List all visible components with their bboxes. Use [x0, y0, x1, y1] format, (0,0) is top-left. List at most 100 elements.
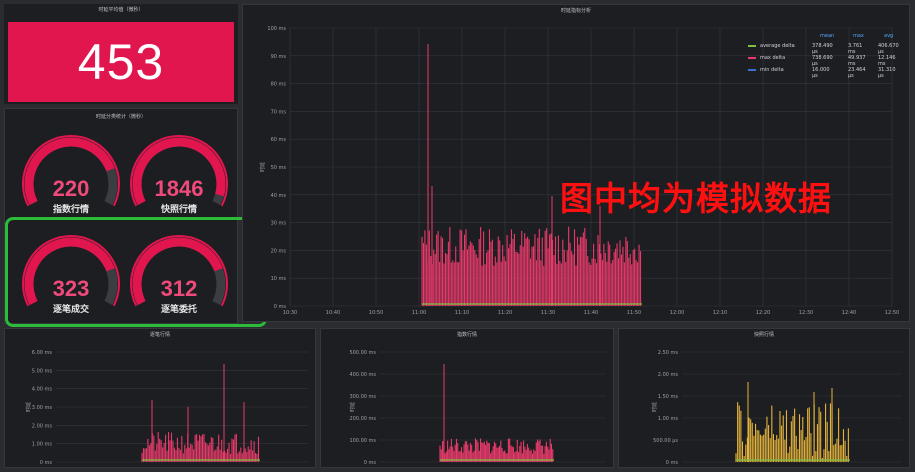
gauge-value: 1846	[154, 176, 204, 201]
legend-swatch	[748, 68, 756, 71]
x-tick-label: 11:50	[627, 310, 641, 316]
gauge-arc	[22, 235, 120, 307]
y-axis-label: 时延	[259, 162, 266, 172]
y-tick-label: 80 ms	[271, 82, 287, 88]
y-tick-label: 5.00 ms	[32, 368, 53, 374]
y-tick-label: 100 ms	[267, 26, 286, 32]
bottom-chart-title-2: 指数行情	[456, 332, 477, 338]
y-tick-label: 20 ms	[271, 248, 287, 254]
y-axis-label: 时延	[349, 402, 356, 412]
y-axis-label: 时延	[651, 402, 658, 412]
y-tick-label: 400.00 ms	[349, 372, 376, 378]
y-tick-label: 300.00 ms	[349, 394, 376, 400]
y-tick-label: 50 ms	[271, 165, 287, 171]
y-tick-label: 200.00 ms	[349, 416, 376, 422]
gauge-fill	[24, 137, 115, 206]
y-tick-label: 100.00 ms	[349, 438, 376, 444]
x-tick-label: 10:40	[326, 310, 340, 316]
gauge-value: 220	[52, 176, 90, 201]
main-chart: 100 ms 90 ms 80 ms 70 ms 60 ms 50 ms 40 ms 30 m…	[259, 26, 899, 316]
legend-head-max: max	[853, 33, 864, 39]
y-tick-label: 0 ms	[40, 460, 53, 466]
legend-item-average[interactable]: average delta 378.490 μs 3.761 ms 406.67…	[748, 43, 899, 55]
gauge-arc	[22, 135, 120, 207]
bottom-chart-1: 6.00 ms 5.00 ms 4.00 ms 3.00 ms 2.00 ms 1.00 …	[25, 350, 308, 466]
gauge-arc	[130, 235, 228, 307]
series-max	[735, 382, 849, 462]
legend-swatch	[748, 44, 756, 47]
mean-latency-value: 453	[77, 34, 165, 90]
x-tick-label: 12:00	[670, 310, 684, 316]
gauge-4: 312 逐笔委托	[126, 230, 232, 330]
simulated-data-notice: 图中均为模拟数据	[560, 179, 832, 218]
y-tick-label: 40 ms	[271, 193, 287, 199]
y-tick-label: 1.00 ms	[32, 442, 53, 448]
gauge-label: 逐笔委托	[160, 305, 197, 315]
y-tick-label: 0 ms	[274, 304, 287, 310]
x-tick-label: 12:30	[799, 310, 813, 316]
legend-item-max[interactable]: max delta 738.690 μs 49.937 ms 12.146 ms	[748, 55, 896, 67]
x-tick-label: 11:10	[455, 310, 469, 316]
x-tick-label: 11:30	[541, 310, 555, 316]
gauge-fill	[132, 237, 223, 306]
gauge-3: 323 逐笔成交	[18, 230, 124, 330]
y-tick-label: 4.00 ms	[32, 387, 53, 393]
legend-head-avg: avg	[884, 33, 894, 39]
gauges-panel-title: 时延分类统计（微秒）	[95, 114, 146, 120]
x-tick-label: 12:20	[756, 310, 770, 316]
gauge-value: 312	[160, 276, 198, 301]
x-tick-label: 11:40	[584, 310, 598, 316]
y-tick-label: 500.00 ms	[349, 350, 376, 356]
y-tick-label: 500.00 μs	[653, 438, 678, 444]
x-tick-label: 12:40	[842, 310, 856, 316]
y-tick-label: 60 ms	[271, 137, 287, 143]
series-max	[141, 364, 260, 462]
legend-swatch	[748, 56, 756, 59]
y-tick-label: 0 ms	[364, 460, 377, 466]
gauge-label: 指数行情	[52, 205, 89, 215]
gauge-value: 323	[52, 276, 90, 301]
y-tick-label: 0 ms	[666, 460, 679, 466]
bottom-chart-title-1: 逐笔行情	[149, 332, 170, 338]
y-tick-label: 3.00 ms	[32, 405, 53, 411]
y-tick-label: 1.00 ms	[658, 416, 679, 422]
gauge-1: 220 指数行情	[18, 130, 124, 230]
x-tick-label: 11:00	[412, 310, 426, 316]
x-tick-label: 10:50	[369, 310, 383, 316]
gauge-fill	[24, 237, 115, 306]
y-tick-label: 2.50 ms	[658, 350, 679, 356]
series-max	[439, 364, 554, 462]
series-max	[421, 44, 642, 306]
y-tick-label: 10 ms	[271, 276, 287, 282]
y-tick-label: 90 ms	[271, 54, 287, 60]
y-tick-label: 6.00 ms	[32, 350, 53, 356]
x-tick-label: 10:30	[283, 310, 297, 316]
y-tick-label: 2.00 ms	[658, 372, 679, 378]
gauge-arc	[130, 135, 228, 207]
main-chart-title: 时延指标分析	[560, 8, 591, 14]
gauge-label: 快照行情	[160, 205, 197, 215]
gauge-label: 逐笔成交	[52, 305, 89, 315]
legend-item-min[interactable]: min delta 16.000 μs 23.464 μs 31.310 μs	[748, 67, 896, 79]
y-axis-label: 时延	[25, 402, 32, 412]
y-tick-label: 70 ms	[271, 109, 287, 115]
x-tick-label: 11:20	[498, 310, 512, 316]
x-tick-label: 12:10	[713, 310, 727, 316]
gauge-2: 1846 快照行情	[126, 130, 232, 230]
y-tick-label: 2.00 ms	[32, 423, 53, 429]
highlight-box	[5, 217, 267, 327]
mean-latency-title: 时延平均值（微秒）	[98, 7, 144, 13]
x-tick-label: 12:50	[885, 310, 899, 316]
bottom-chart-3: 2.50 ms 2.00 ms 1.50 ms 1.00 ms 500.00 μs 0 m…	[651, 350, 902, 466]
bottom-chart-2: 500.00 ms 400.00 ms 300.00 ms 200.00 ms 100.…	[349, 350, 606, 466]
bottom-chart-title-3: 快照行情	[753, 332, 774, 338]
y-tick-label: 30 ms	[271, 221, 287, 227]
gauge-threshold	[22, 235, 120, 307]
legend-head-mean: mean	[820, 33, 835, 39]
gauge-threshold	[22, 135, 120, 207]
gauge-fill	[132, 137, 226, 206]
gauge-threshold	[130, 235, 228, 307]
gauge-threshold	[130, 135, 228, 207]
mean-latency-stat: 453	[8, 22, 234, 102]
y-tick-label: 1.50 ms	[658, 394, 679, 400]
